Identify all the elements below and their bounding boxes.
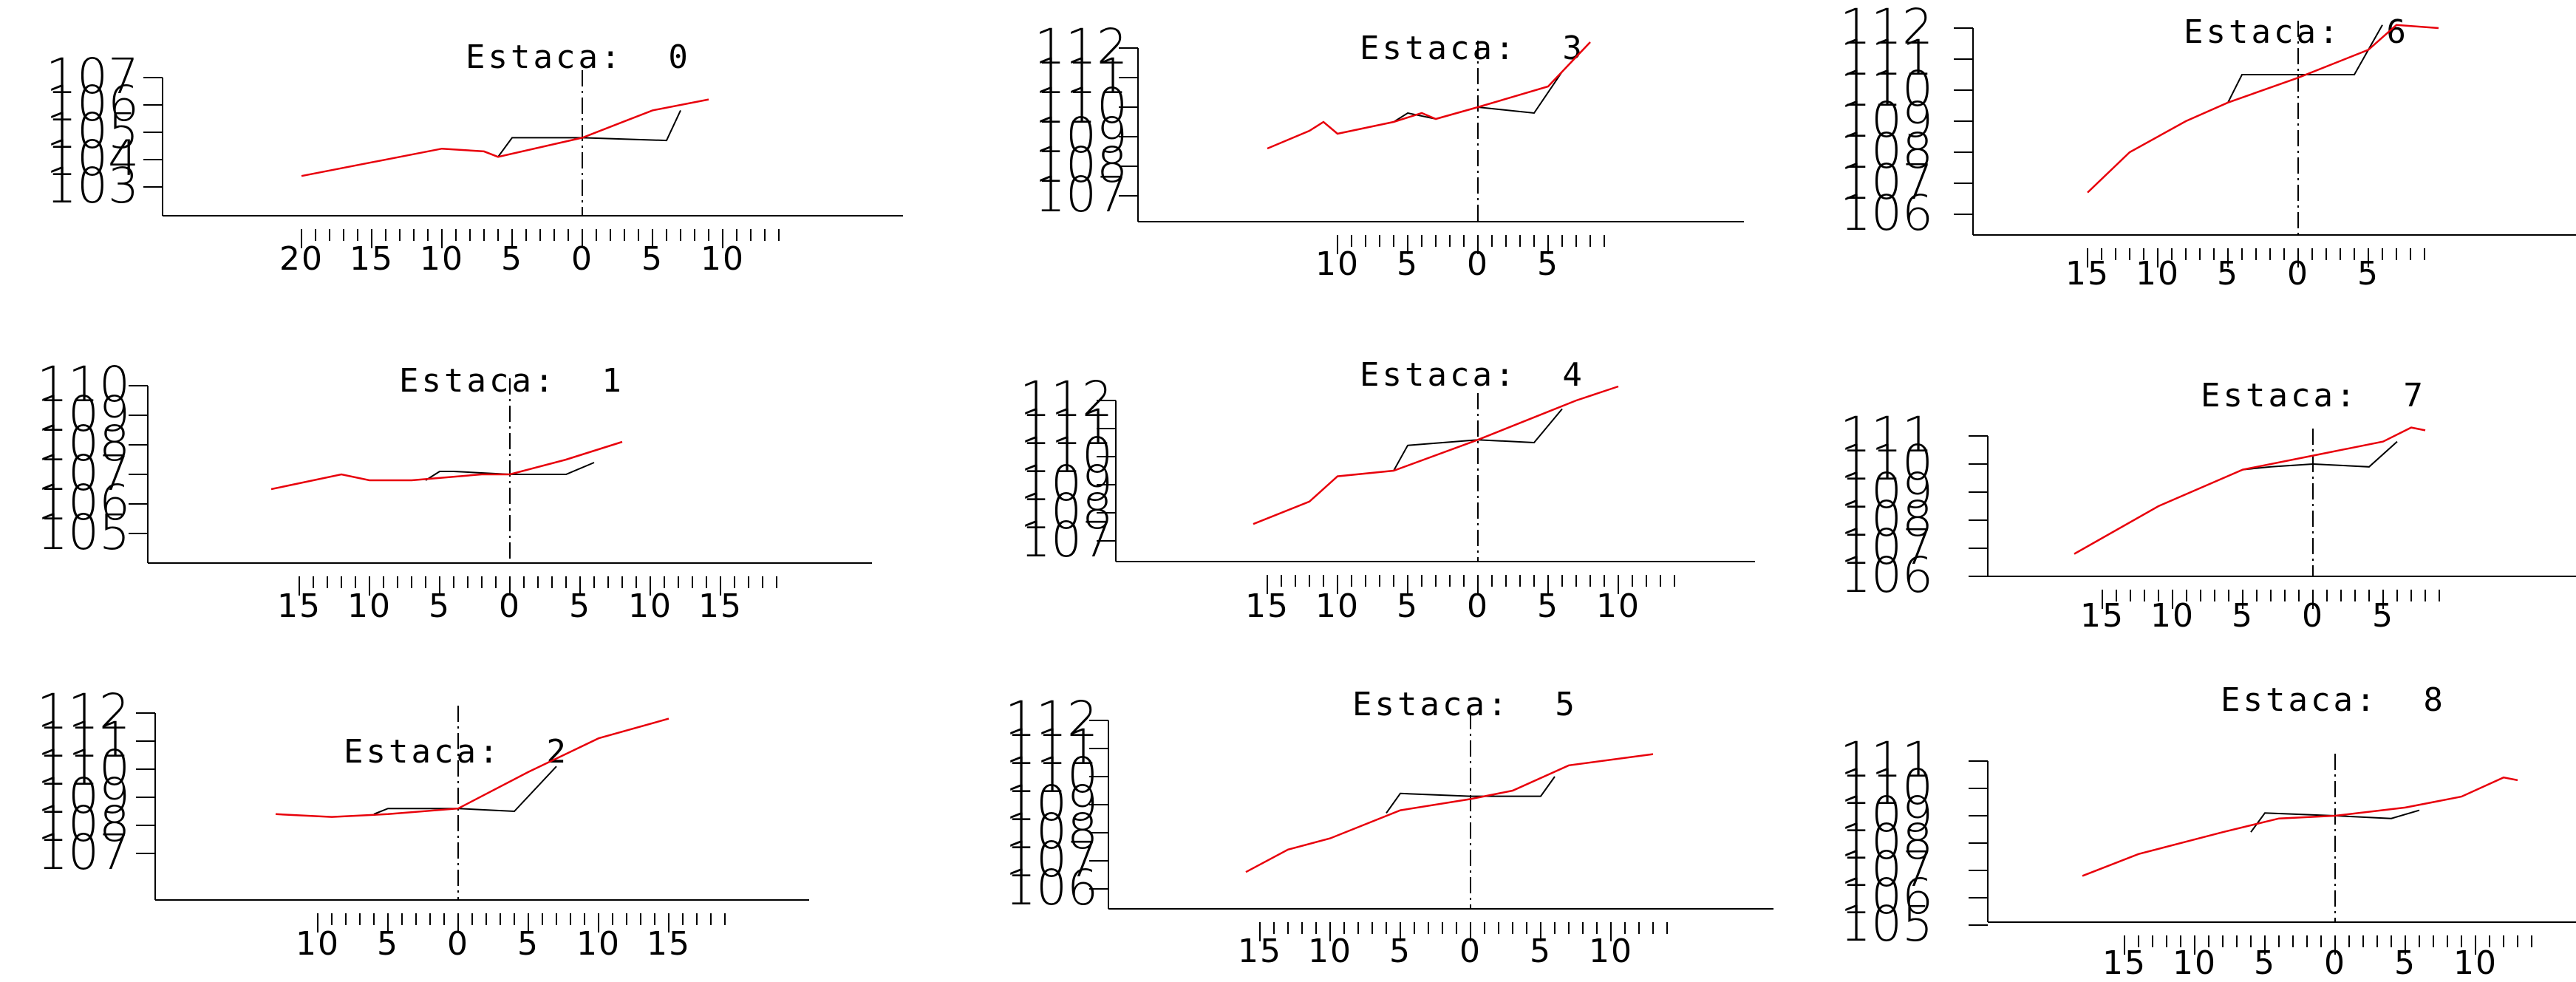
section-title: Estaca: 7 bbox=[2201, 377, 2426, 415]
section-title: Estaca: 6 bbox=[2184, 13, 2409, 51]
cross-section-panel: Estaca: 0 107 106 105 104 103 20 15 10 5 0 5 10 bbox=[0, 0, 909, 310]
elevation-label: 109 bbox=[1840, 786, 1933, 843]
section-plot bbox=[1119, 41, 1744, 254]
section-plot bbox=[1969, 426, 2576, 609]
section-plot bbox=[1954, 21, 2576, 267]
section-plot bbox=[129, 378, 872, 596]
elevation-label: 106 bbox=[1840, 185, 1933, 242]
elevation-label: 108 bbox=[1840, 123, 1933, 180]
section-plot bbox=[1089, 713, 1773, 941]
terrain-profile bbox=[1253, 385, 1619, 525]
elevation-label: 111 bbox=[1020, 399, 1113, 456]
elevation-label: 109 bbox=[37, 768, 130, 825]
elevation-label: 107 bbox=[46, 48, 139, 105]
terrain-profile bbox=[270, 440, 623, 491]
elevation-label: 109 bbox=[37, 386, 130, 443]
elevation-label: 112 bbox=[1035, 18, 1128, 75]
section-plot bbox=[143, 70, 903, 248]
elevation-label: 111 bbox=[1840, 30, 1933, 86]
template-profile bbox=[2242, 440, 2398, 471]
elevation-label: 112 bbox=[1020, 371, 1113, 428]
cross-section-panel: Estaca: 2 112 111 110 109 108 107 10 5 0 5 10 15 bbox=[0, 650, 909, 967]
elevation-label: 108 bbox=[1035, 137, 1128, 194]
section-plot bbox=[1097, 385, 1755, 594]
section-title: Estaca: 2 bbox=[344, 733, 569, 771]
elevation-label: 108 bbox=[37, 415, 130, 472]
elevation-label: 106 bbox=[1005, 859, 1098, 916]
elevation-label: 107 bbox=[37, 824, 130, 881]
elevation-label: 107 bbox=[1840, 519, 1933, 576]
elevation-label: 110 bbox=[1020, 427, 1113, 484]
elevation-label: 103 bbox=[46, 157, 139, 214]
terrain-profile bbox=[275, 717, 669, 818]
section-plot bbox=[1969, 754, 2576, 955]
elevation-label: 112 bbox=[1840, 0, 1933, 55]
elevation-label: 109 bbox=[1020, 455, 1113, 512]
terrain-profile bbox=[1267, 41, 1591, 150]
elevation-label: 107 bbox=[1005, 831, 1098, 888]
elevation-label: 106 bbox=[37, 474, 130, 531]
elevation-label: 107 bbox=[1035, 166, 1128, 223]
cross-section-panel: Estaca: 6 112 111 110 109 108 107 106 15 10 5 0 5 bbox=[1818, 0, 2576, 310]
elevation-label: 111 bbox=[1035, 48, 1128, 105]
elevation-label: 105 bbox=[46, 103, 139, 160]
elevation-label: 110 bbox=[1005, 747, 1098, 804]
elevation-label: 110 bbox=[1840, 434, 1933, 491]
section-title: Estaca: 3 bbox=[1360, 30, 1585, 67]
cross-section-panel: Estaca: 5 112 111 110 109 108 107 106 15 10 5 0 5 1… bbox=[953, 650, 1773, 970]
section-title: Estaca: 0 bbox=[466, 38, 691, 76]
elevation-label: 106 bbox=[46, 75, 139, 132]
elevation-label: 112 bbox=[1005, 691, 1098, 748]
elevation-label: 108 bbox=[1020, 483, 1113, 540]
elevation-label: 110 bbox=[1840, 759, 1933, 816]
terrain-profile bbox=[2082, 776, 2518, 877]
template-profile bbox=[373, 766, 557, 815]
elevation-label: 107 bbox=[37, 445, 130, 502]
section-title: Estaca: 1 bbox=[399, 362, 624, 400]
elevation-label: 110 bbox=[1035, 78, 1128, 134]
elevation-label: 104 bbox=[46, 130, 139, 187]
elevation-label: 105 bbox=[37, 504, 130, 561]
elevation-label: 105 bbox=[1840, 896, 1933, 952]
cross-section-panel: Estaca: 4 112 111 110 109 108 107 15 10 5 0 5 10 bbox=[953, 318, 1773, 643]
terrain-profile bbox=[1245, 753, 1654, 873]
cross-section-panel: Estaca: 7 111 110 109 108 107 106 15 10 5 0 5 bbox=[1818, 318, 2576, 643]
terrain-profile bbox=[2074, 426, 2426, 555]
elevation-label: 109 bbox=[1840, 92, 1933, 149]
elevation-label: 107 bbox=[1840, 841, 1933, 898]
elevation-label: 111 bbox=[1840, 406, 1933, 463]
elevation-label: 106 bbox=[1840, 868, 1933, 925]
elevation-label: 107 bbox=[1020, 511, 1113, 568]
elevation-label: 110 bbox=[37, 356, 130, 413]
elevation-label: 109 bbox=[1035, 107, 1128, 164]
template-profile bbox=[2227, 24, 2383, 103]
cross-section-panel: Estaca: 3 112 111 110 109 108 107 10 5 0 5 bbox=[953, 0, 1773, 310]
terrain-profile bbox=[2087, 24, 2439, 194]
elevation-label: 109 bbox=[1840, 463, 1933, 519]
section-title: Estaca: 4 bbox=[1360, 356, 1585, 394]
template-profile bbox=[1386, 776, 1556, 814]
elevation-label: 111 bbox=[1005, 719, 1098, 776]
elevation-label: 108 bbox=[1005, 803, 1098, 860]
cross-section-panel: Estaca: 1 110 109 108 107 106 105 15 10 5 0 5 10 15 bbox=[0, 318, 909, 643]
terrain-profile bbox=[301, 98, 709, 177]
elevation-label: 110 bbox=[1840, 61, 1933, 117]
section-title: Estaca: 5 bbox=[1352, 686, 1578, 723]
elevation-label: 107 bbox=[1840, 154, 1933, 211]
section-plot bbox=[136, 706, 809, 932]
elevation-label: 106 bbox=[1840, 547, 1933, 604]
template-profile bbox=[425, 462, 595, 481]
elevation-label: 111 bbox=[37, 712, 130, 768]
section-title: Estaca: 8 bbox=[2221, 681, 2446, 719]
elevation-label: 108 bbox=[1840, 491, 1933, 548]
cross-section-panel: Estaca: 8 111 110 109 108 107 106 105 15 10 5 0 5 1… bbox=[1818, 650, 2576, 982]
elevation-label: 109 bbox=[1005, 775, 1098, 832]
elevation-label: 108 bbox=[1840, 814, 1933, 870]
elevation-label: 111 bbox=[1840, 732, 1933, 788]
elevation-label: 110 bbox=[37, 740, 130, 797]
elevation-label: 108 bbox=[37, 796, 130, 853]
elevation-label: 112 bbox=[37, 683, 130, 740]
